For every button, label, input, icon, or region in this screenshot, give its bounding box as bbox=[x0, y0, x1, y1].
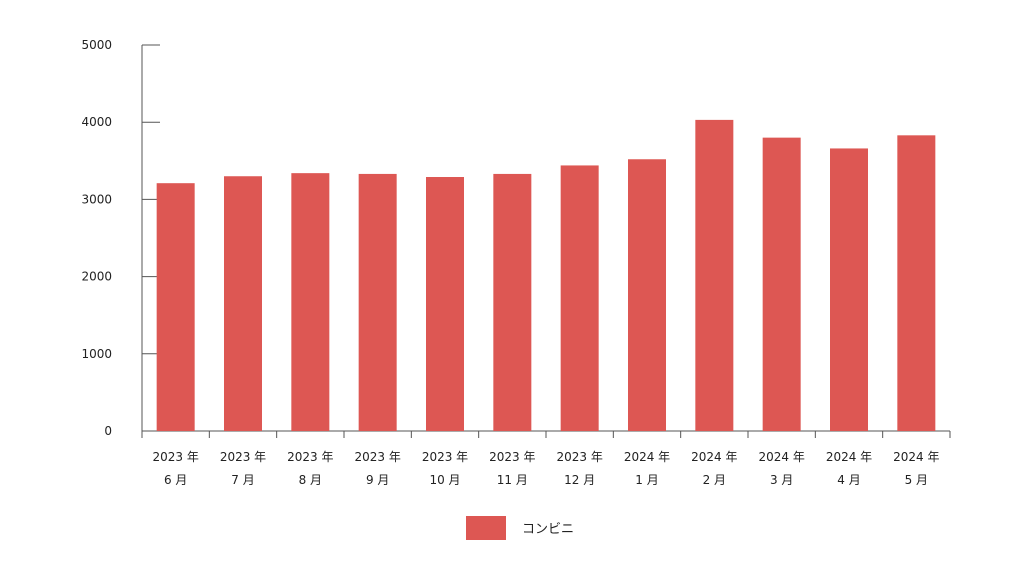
x-category-month-label: 4 月 bbox=[837, 473, 860, 487]
legend-label: コンビニ bbox=[522, 522, 574, 537]
x-category-month-label: 7 月 bbox=[231, 473, 254, 487]
x-category-year-label: 2023 年 bbox=[287, 450, 333, 464]
x-category-month-label: 5 月 bbox=[905, 473, 928, 487]
y-tick-label: 4000 bbox=[81, 115, 112, 129]
x-category-month-label: 2 月 bbox=[703, 473, 726, 487]
x-category-year-label: 2024 年 bbox=[893, 450, 939, 464]
bar bbox=[358, 173, 397, 431]
bar bbox=[493, 173, 532, 431]
x-category-month-label: 1 月 bbox=[635, 473, 658, 487]
bar bbox=[897, 135, 936, 431]
bar bbox=[628, 159, 666, 432]
x-category-month-label: 11 月 bbox=[497, 473, 528, 487]
bar bbox=[830, 148, 868, 431]
y-tick-label: 5000 bbox=[81, 38, 112, 52]
y-tick-label: 0 bbox=[104, 424, 112, 438]
y-axis: 0 1000 2000 3000 4000 5000 bbox=[81, 38, 160, 438]
x-category-month-label: 10 月 bbox=[429, 473, 460, 487]
y-tick-label: 1000 bbox=[81, 347, 112, 361]
bar bbox=[762, 137, 801, 431]
x-category-year-label: 2024 年 bbox=[758, 450, 804, 464]
x-category-year-label: 2023 年 bbox=[152, 450, 198, 464]
x-category-year-label: 2024 年 bbox=[624, 450, 670, 464]
x-axis: 2023 年 6 月 2023 年 7 月 2023 年 8 月 2023 年 9 月 2023… bbox=[141, 430, 951, 487]
x-category-month-label: 3 月 bbox=[770, 473, 793, 487]
x-category-month-label: 6 月 bbox=[164, 473, 187, 487]
y-tick-label: 2000 bbox=[81, 270, 112, 284]
x-category-month-label: 8 月 bbox=[299, 473, 322, 487]
bar bbox=[291, 173, 330, 432]
x-category-month-label: 12 月 bbox=[564, 473, 595, 487]
x-category-year-label: 2023 年 bbox=[220, 450, 266, 464]
legend-swatch bbox=[466, 516, 506, 540]
x-category-year-label: 2023 年 bbox=[422, 450, 468, 464]
bar bbox=[156, 183, 195, 431]
bar bbox=[224, 176, 262, 431]
bar bbox=[560, 165, 599, 431]
legend: コンビニ bbox=[466, 516, 574, 540]
bars bbox=[156, 119, 936, 432]
x-category-year-label: 2023 年 bbox=[354, 450, 400, 464]
y-tick-label: 3000 bbox=[81, 192, 112, 206]
bar bbox=[426, 177, 464, 431]
x-category-year-label: 2024 年 bbox=[691, 450, 737, 464]
x-category-year-label: 2023 年 bbox=[556, 450, 602, 464]
x-category-month-label: 9 月 bbox=[366, 473, 389, 487]
x-category-year-label: 2023 年 bbox=[489, 450, 535, 464]
bar bbox=[695, 119, 734, 431]
x-category-year-label: 2024 年 bbox=[826, 450, 872, 464]
